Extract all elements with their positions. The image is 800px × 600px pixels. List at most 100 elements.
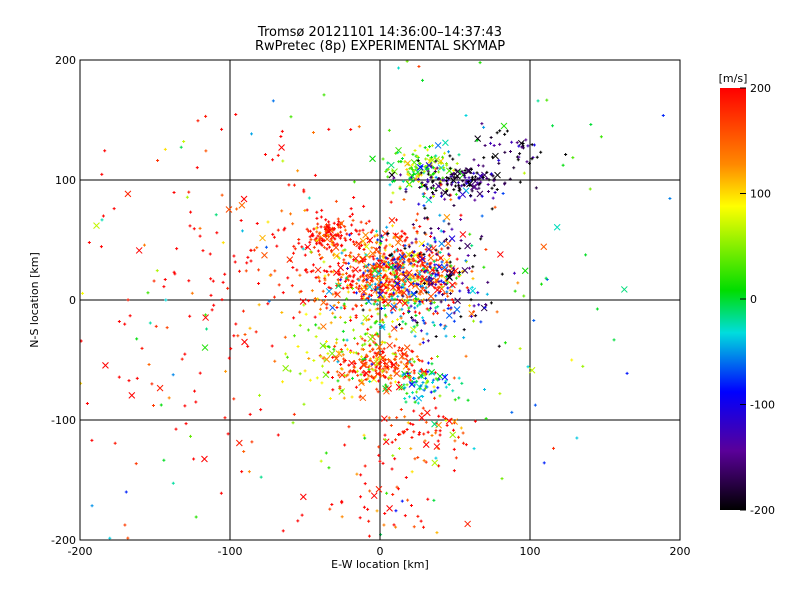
data-point-plus	[452, 176, 456, 180]
data-point-plus	[436, 439, 440, 443]
data-point-plus	[439, 300, 443, 304]
data-point-plus	[322, 93, 326, 97]
data-point-plus	[419, 171, 423, 175]
data-point-plus	[418, 144, 422, 148]
data-point-x	[323, 235, 331, 243]
data-point-plus	[490, 155, 494, 159]
data-point-plus	[413, 457, 417, 461]
data-point-x	[375, 485, 383, 493]
data-point-plus	[403, 396, 407, 400]
data-point-plus	[498, 129, 502, 133]
data-point-plus	[434, 167, 438, 171]
data-point-plus	[425, 262, 429, 266]
data-point-plus	[457, 186, 461, 190]
data-point-plus	[361, 370, 365, 374]
data-point-plus	[383, 295, 387, 299]
data-point-plus	[527, 161, 531, 165]
data-point-plus	[188, 224, 192, 228]
data-point-plus	[320, 243, 324, 247]
data-point-plus	[340, 367, 344, 371]
data-point-plus	[259, 475, 263, 479]
data-point-plus	[387, 283, 391, 287]
data-point-plus	[359, 495, 363, 499]
data-point-plus	[487, 178, 491, 182]
data-point-plus	[296, 169, 300, 173]
data-point-plus	[472, 310, 476, 314]
data-point-x	[441, 373, 449, 381]
data-point-plus	[349, 265, 353, 269]
data-point-plus	[343, 228, 347, 232]
data-point-plus	[361, 260, 365, 264]
data-point-plus	[374, 357, 378, 361]
x-tick-label: -100	[218, 545, 243, 558]
data-point-plus	[508, 177, 512, 181]
data-point-plus	[313, 238, 317, 242]
data-point-plus	[386, 167, 390, 171]
data-point-plus	[128, 314, 132, 318]
data-point-x	[528, 366, 536, 374]
data-point-plus	[232, 397, 236, 401]
data-point-plus	[416, 304, 420, 308]
data-point-plus	[469, 298, 473, 302]
data-point-x	[325, 287, 333, 295]
data-point-plus	[390, 467, 394, 471]
data-point-plus	[348, 238, 352, 242]
data-point-plus	[342, 258, 346, 262]
data-point-plus	[337, 220, 341, 224]
data-point-plus	[445, 260, 449, 264]
data-point-plus	[362, 505, 366, 509]
data-point-plus	[279, 134, 283, 138]
data-point-plus	[396, 294, 400, 298]
data-point-plus	[454, 184, 458, 188]
data-point-plus	[322, 269, 326, 273]
data-point-plus	[463, 172, 467, 176]
data-point-plus	[380, 307, 384, 311]
data-point-plus	[298, 372, 302, 376]
data-point-plus	[395, 218, 399, 222]
data-point-plus	[237, 269, 241, 273]
data-point-plus	[416, 358, 420, 362]
data-point-plus	[320, 237, 324, 241]
data-point-plus	[415, 268, 419, 272]
data-point-plus	[484, 302, 488, 306]
data-point-plus	[388, 359, 392, 363]
data-point-plus	[392, 523, 396, 527]
data-point-plus	[452, 376, 456, 380]
data-point-plus	[351, 376, 355, 380]
data-point-plus	[362, 248, 366, 252]
data-point-plus	[340, 244, 344, 248]
data-point-plus	[413, 310, 417, 314]
data-point-plus	[308, 240, 312, 244]
data-point-plus	[311, 131, 315, 135]
data-point-plus	[471, 265, 475, 269]
data-point-plus	[452, 469, 456, 473]
data-point-plus	[545, 98, 549, 102]
data-point-plus	[327, 273, 331, 277]
y-tick-label: 100	[55, 174, 76, 187]
data-point-plus	[389, 200, 393, 204]
data-point-plus	[570, 358, 574, 362]
data-point-plus	[498, 392, 502, 396]
data-point-plus	[337, 373, 341, 377]
data-point-x	[352, 255, 360, 262]
data-point-plus	[312, 227, 316, 231]
data-point-plus	[414, 218, 418, 222]
data-point-plus	[518, 347, 522, 351]
data-point-plus	[420, 370, 424, 374]
data-point-x	[443, 213, 451, 221]
data-point-plus	[376, 307, 380, 311]
data-point-plus	[426, 430, 430, 434]
data-point-plus	[223, 416, 227, 420]
data-point-x	[446, 274, 453, 281]
data-point-plus	[412, 360, 416, 364]
data-point-plus	[495, 188, 499, 192]
data-point-plus	[501, 192, 505, 196]
data-point-plus	[400, 234, 404, 238]
data-point-plus	[336, 254, 340, 258]
data-point-plus	[344, 238, 348, 242]
data-point-plus	[226, 432, 230, 436]
data-point-plus	[400, 326, 404, 330]
data-point-plus	[382, 325, 386, 329]
data-point-plus	[400, 285, 404, 289]
data-point-plus	[457, 396, 461, 400]
